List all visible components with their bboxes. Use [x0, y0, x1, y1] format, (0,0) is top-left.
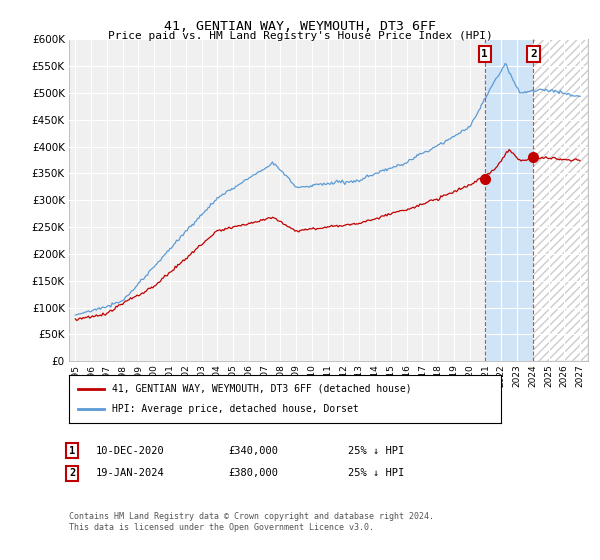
Bar — [485, 39, 533, 361]
Text: 19-JAN-2024: 19-JAN-2024 — [96, 468, 165, 478]
Text: 25% ↓ HPI: 25% ↓ HPI — [348, 446, 404, 456]
Text: £340,000: £340,000 — [228, 446, 278, 456]
Text: £380,000: £380,000 — [228, 468, 278, 478]
Text: Contains HM Land Registry data © Crown copyright and database right 2024.
This d: Contains HM Land Registry data © Crown c… — [69, 512, 434, 532]
Text: 1: 1 — [481, 49, 488, 59]
Text: 41, GENTIAN WAY, WEYMOUTH, DT3 6FF (detached house): 41, GENTIAN WAY, WEYMOUTH, DT3 6FF (deta… — [112, 384, 412, 394]
Text: 25% ↓ HPI: 25% ↓ HPI — [348, 468, 404, 478]
Text: Price paid vs. HM Land Registry's House Price Index (HPI): Price paid vs. HM Land Registry's House … — [107, 31, 493, 41]
Text: 41, GENTIAN WAY, WEYMOUTH, DT3 6FF: 41, GENTIAN WAY, WEYMOUTH, DT3 6FF — [164, 20, 436, 32]
Text: 10-DEC-2020: 10-DEC-2020 — [96, 446, 165, 456]
Text: 1: 1 — [69, 446, 75, 456]
Text: 2: 2 — [69, 468, 75, 478]
Bar — [533, 39, 588, 361]
Bar — [533, 39, 588, 361]
Text: HPI: Average price, detached house, Dorset: HPI: Average price, detached house, Dors… — [112, 404, 359, 414]
Text: 2: 2 — [530, 49, 537, 59]
